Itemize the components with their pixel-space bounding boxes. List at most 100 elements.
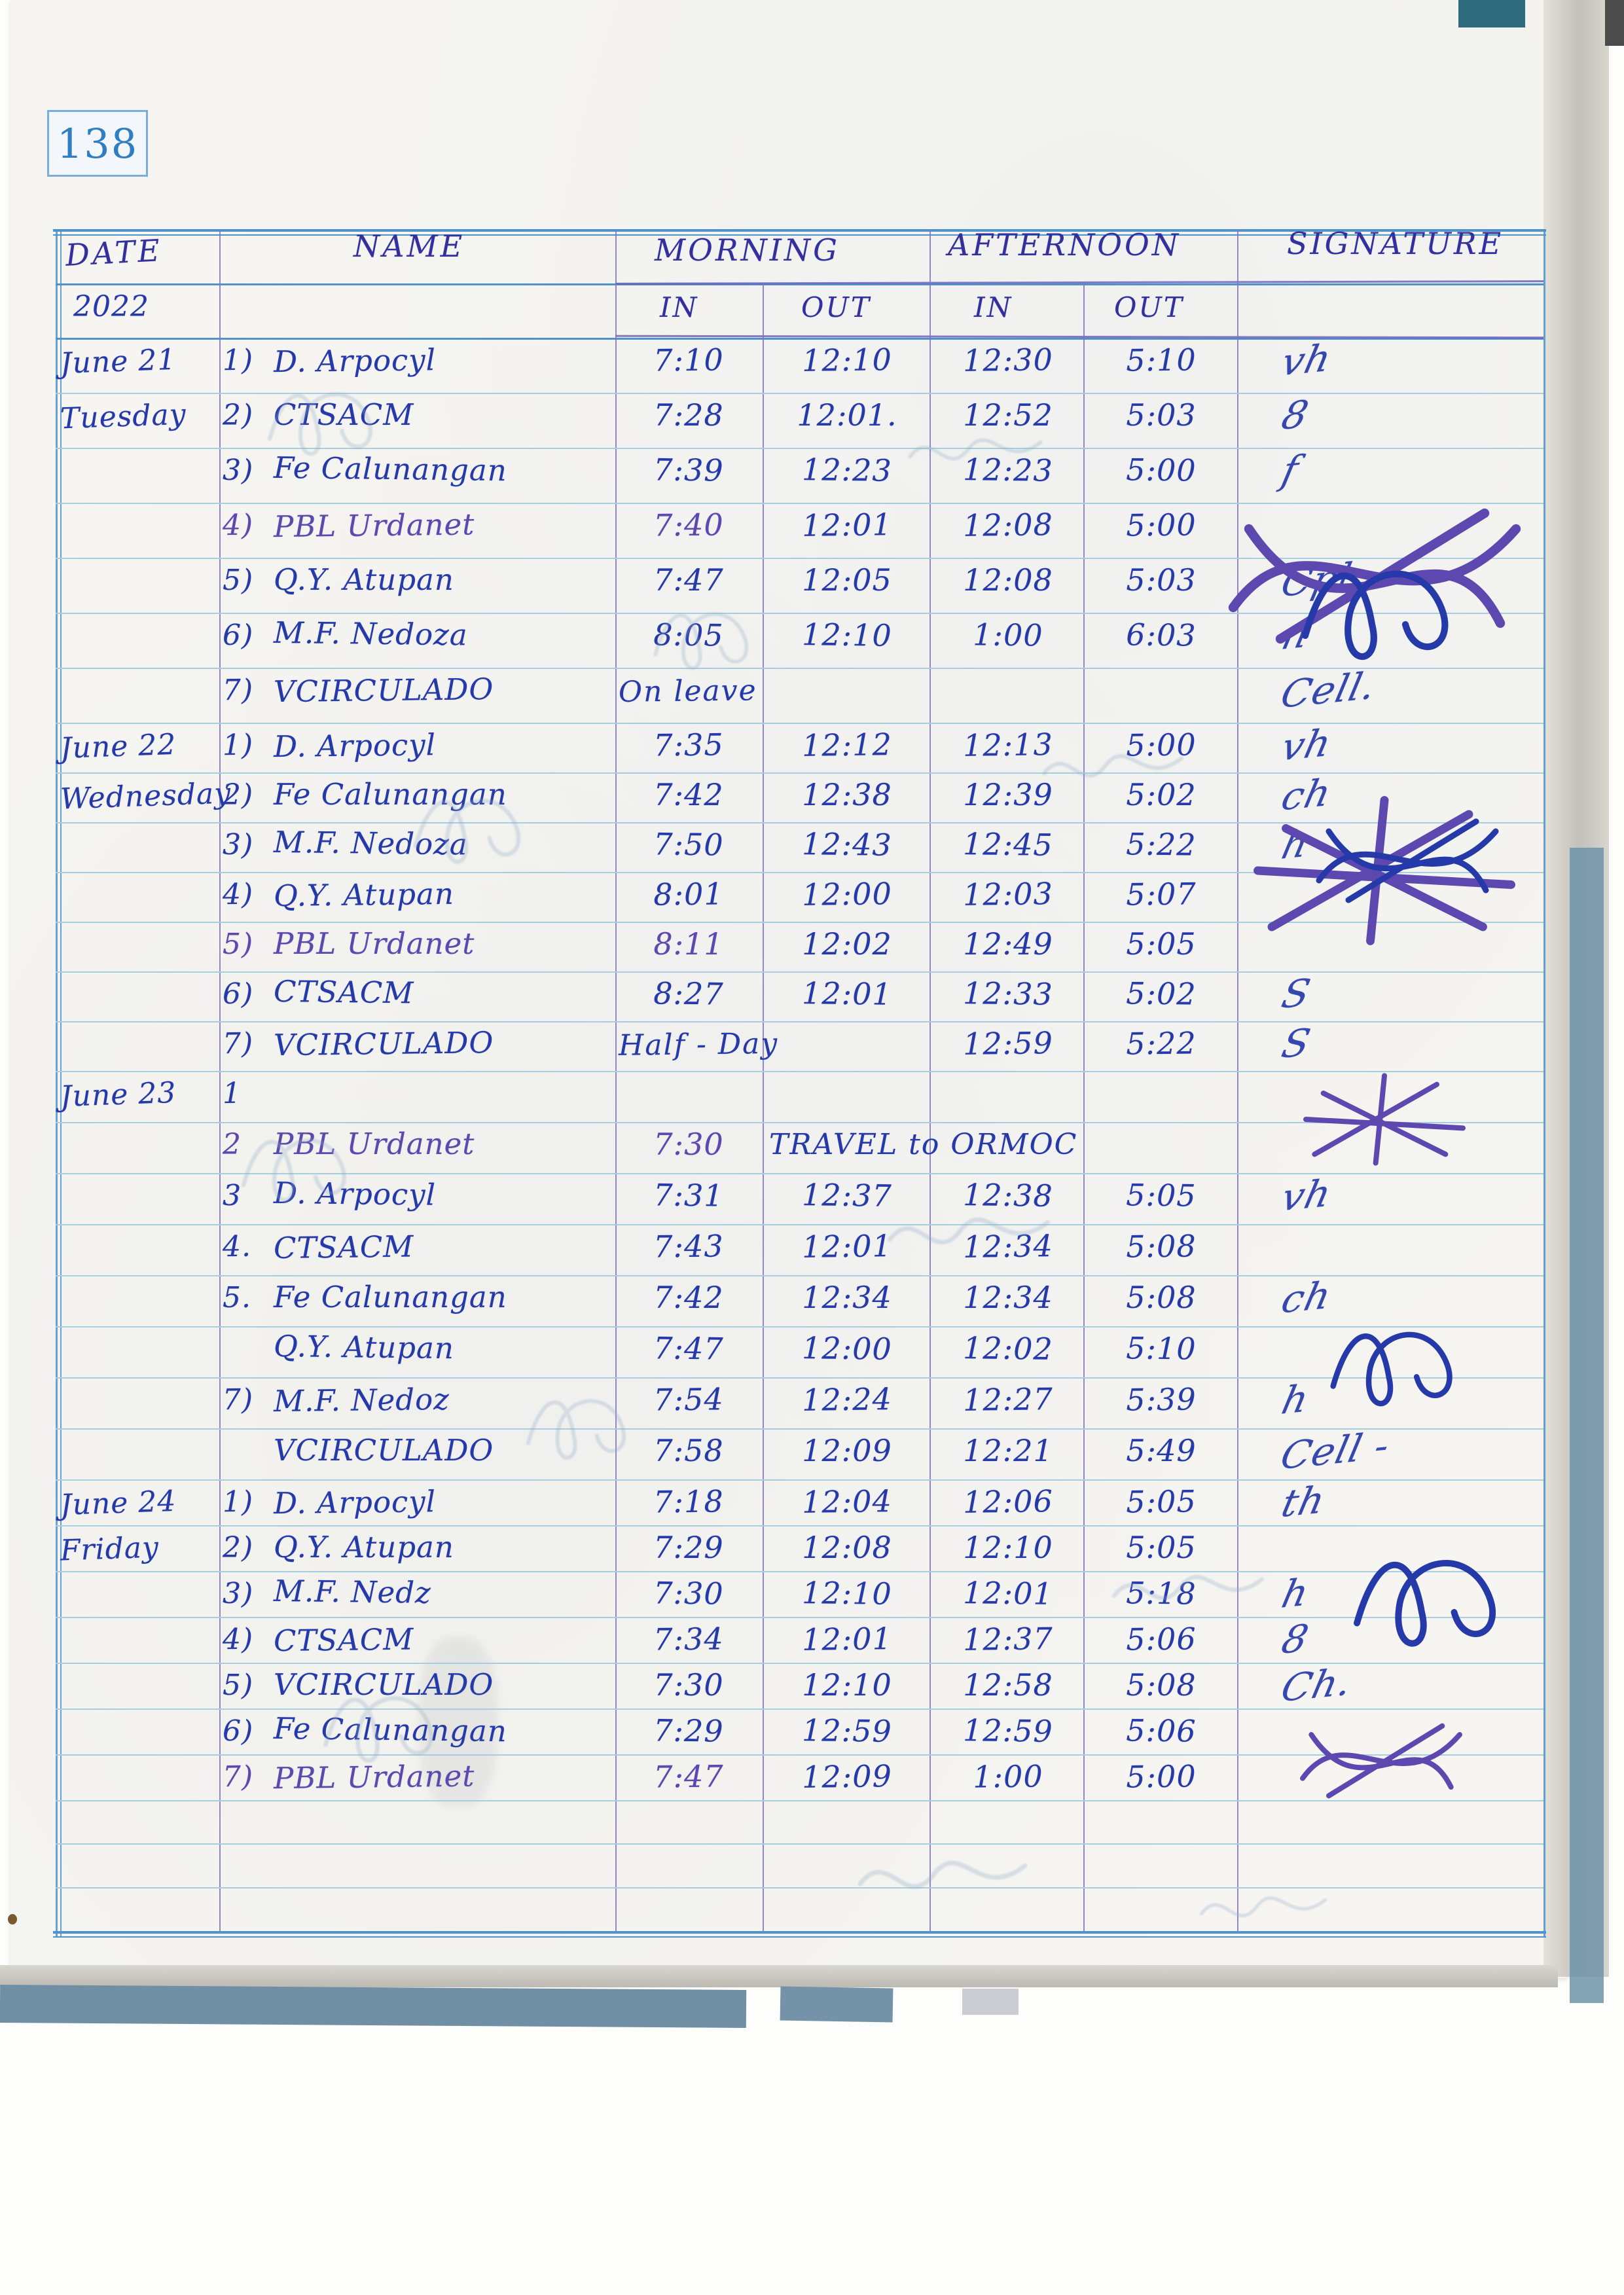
- time-morning-in: 7:29: [653, 1712, 724, 1749]
- time-afternoon-out: 5:05: [1126, 1483, 1197, 1520]
- time-morning-out: 12:10: [802, 1667, 892, 1703]
- time-morning-in: 8:27: [653, 975, 724, 1012]
- time-morning-out: 12:01: [801, 975, 893, 1012]
- time-afternoon-in: 12:10: [963, 1530, 1053, 1565]
- time-afternoon-in: 12:33: [962, 975, 1054, 1012]
- time-afternoon-in: 12:06: [962, 1483, 1054, 1520]
- row-rule-line: [56, 1377, 1543, 1379]
- header-signature: SIGNATURE: [1287, 226, 1504, 261]
- time-afternoon-out: 5:00: [1126, 452, 1197, 488]
- time-morning-out: 12:10: [801, 1575, 893, 1612]
- time-afternoon-out: 5:10: [1126, 1330, 1197, 1367]
- time-afternoon-in: 12:02: [962, 1330, 1054, 1367]
- name-cell: PBL Urdanet: [273, 507, 475, 545]
- date-cell: Friday: [60, 1530, 160, 1568]
- time-afternoon-out: 5:22: [1126, 826, 1197, 863]
- signature-scribble: [1303, 1073, 1466, 1166]
- name-cell: VCIRCULADO: [273, 1025, 494, 1063]
- time-afternoon-in: 12:58: [963, 1667, 1053, 1703]
- time-afternoon-out: 5:00: [1126, 507, 1197, 543]
- time-morning-out: 12:59: [801, 1712, 893, 1749]
- row-rule-line: [56, 1021, 1543, 1022]
- time-morning-out: 12:00: [801, 876, 893, 913]
- table-border-line: [53, 234, 1546, 236]
- date-cell: June 21: [60, 342, 177, 381]
- time-morning-out: 12:04: [801, 1483, 893, 1520]
- row-rule-line: [56, 448, 1543, 449]
- date-cell: June 22: [60, 727, 177, 766]
- time-afternoon-in: 12:34: [963, 1280, 1053, 1315]
- time-morning-in: 8:11: [653, 926, 724, 962]
- row-number: 5): [223, 1669, 254, 1702]
- name-cell: M.F. Nedoza: [273, 615, 468, 653]
- time-morning-in: 7:47: [653, 1330, 724, 1367]
- name-cell: CTSACM: [274, 397, 414, 432]
- row-rule-line: [56, 558, 1543, 559]
- row-rule-line: [56, 772, 1543, 774]
- row-rule-line: [56, 1571, 1543, 1572]
- time-afternoon-in: 12:59: [962, 1025, 1054, 1062]
- bleed-through-mark: [1199, 1896, 1327, 1917]
- column-line: [1237, 229, 1238, 1931]
- table-border-line: [56, 229, 58, 1936]
- time-morning-in: 7:40: [653, 507, 724, 543]
- time-afternoon-in: 12:08: [963, 562, 1053, 598]
- row-rule-line: [56, 503, 1543, 504]
- time-morning-out: 12:08: [802, 1530, 892, 1565]
- time-morning-out: 12:43: [801, 826, 893, 863]
- book-edge-strip: [1570, 848, 1604, 2003]
- name-cell: Fe Calunangan: [274, 777, 507, 812]
- time-afternoon-out: 5:05: [1126, 926, 1197, 962]
- name-cell: Q.Y. Atupan: [273, 1328, 455, 1366]
- signature-text: vh: [1277, 720, 1336, 770]
- time-morning-in: 7:18: [653, 1483, 724, 1520]
- note-cell: TRAVEL to ORMOC: [769, 1128, 1078, 1161]
- time-morning-out: 12:24: [801, 1381, 893, 1418]
- row-number: 5.: [223, 1281, 251, 1314]
- row-rule-line: [56, 1122, 1543, 1123]
- time-afternoon-out: 5:49: [1126, 1433, 1197, 1468]
- row-rule-line: [56, 1224, 1543, 1225]
- time-morning-out: 12:05: [802, 562, 892, 598]
- column-line: [219, 229, 221, 1931]
- name-cell: CTSACM: [273, 973, 414, 1011]
- bottom-small-shadow: [962, 1989, 1019, 2015]
- time-morning-out: 12:34: [802, 1280, 892, 1315]
- bleed-through-mark: [857, 1860, 1028, 1889]
- time-afternoon-in: 12:39: [963, 777, 1053, 812]
- time-morning-in: 7:30: [653, 1575, 724, 1612]
- row-number: 3): [222, 827, 254, 862]
- table-border-line: [53, 1931, 1546, 1934]
- header-afternoon: AFTERNOON: [948, 227, 1181, 262]
- row-number: 1): [222, 1485, 254, 1519]
- time-morning-in: 7:50: [653, 826, 724, 863]
- time-afternoon-out: 5:07: [1126, 876, 1197, 913]
- row-rule-line: [56, 1617, 1543, 1618]
- bleed-through-mark: [526, 1399, 626, 1460]
- signature-scribble: [1300, 1723, 1462, 1799]
- row-number: 2: [223, 1128, 242, 1161]
- signature-scribble: [1316, 818, 1499, 903]
- time-morning-in: 7:35: [653, 727, 724, 763]
- date-cell: Wednesday: [60, 776, 232, 816]
- row-rule-line: [56, 723, 1543, 724]
- top-right-cover-strip: [1458, 0, 1525, 27]
- name-cell: VCIRCULADO: [274, 1433, 494, 1468]
- time-morning-in: 7:29: [653, 1530, 724, 1565]
- name-cell: Q.Y. Atupan: [274, 562, 454, 597]
- table-border-line: [53, 229, 1546, 232]
- time-morning-out: 12:01: [801, 1621, 893, 1657]
- time-morning-in: 7:42: [653, 777, 724, 812]
- row-rule-line: [56, 1843, 1543, 1845]
- name-cell: D. Arpocyl: [273, 1484, 437, 1521]
- date-cell: Tuesday: [60, 397, 187, 436]
- row-rule-line: [56, 393, 1543, 394]
- time-afternoon-in: 12:59: [962, 1712, 1054, 1749]
- name-cell: CTSACM: [273, 1621, 414, 1659]
- table-border-line: [60, 229, 62, 1936]
- header-year: 2022: [73, 290, 149, 323]
- row-rule-line: [56, 1428, 1543, 1430]
- time-morning-in: 8:01: [653, 876, 724, 913]
- table-border-line: [1543, 229, 1545, 1936]
- name-cell: PBL Urdanet: [274, 926, 475, 961]
